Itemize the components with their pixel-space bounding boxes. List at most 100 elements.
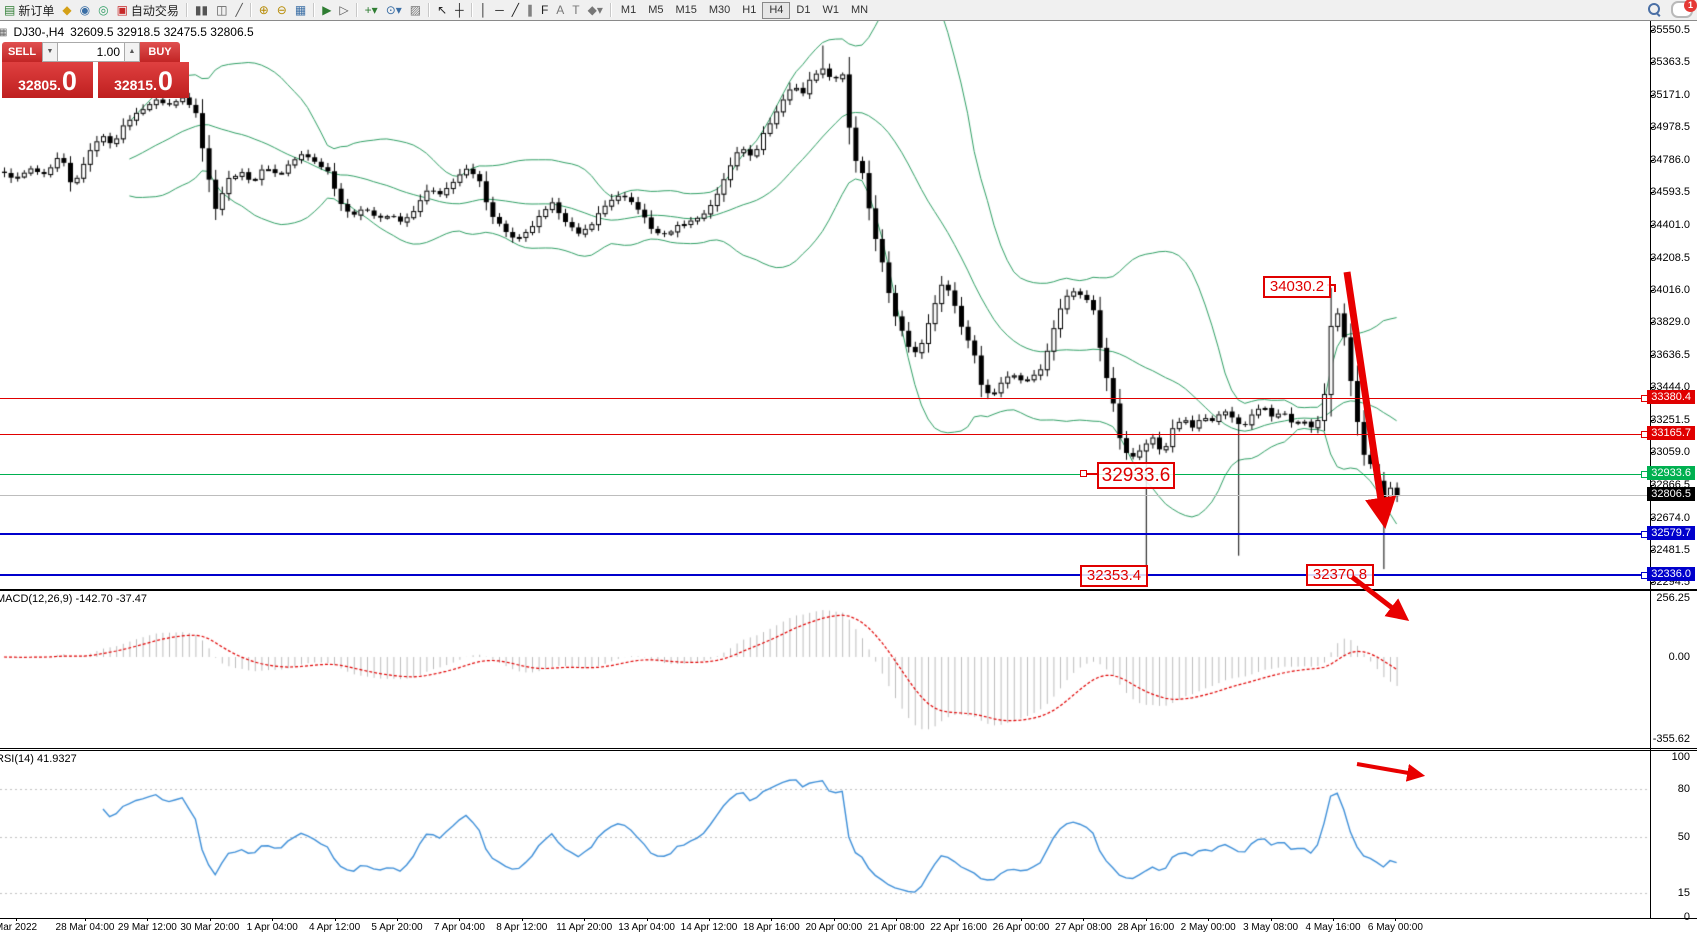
tile-windows-icon[interactable]: ▦ [291,1,310,19]
zoom-out-icon[interactable]: ⊖ [273,1,291,19]
zoom-in-icon[interactable]: ⊕ [255,1,273,19]
price-tick-label: 33829.0 [1650,315,1690,328]
chart-shift-icon-glyph: ▷ [339,3,349,17]
annotation-low-32370[interactable]: 32370.8 [1306,564,1374,586]
price-tick [1650,550,1654,552]
annotation-low-32353[interactable]: 32353.4 [1080,565,1148,587]
timeframe-W1[interactable]: W1 [822,3,839,16]
timeframe-H1[interactable]: H1 [742,3,757,16]
crosshair-icon[interactable]: ┼ [451,1,468,19]
candle-chart-icon[interactable]: ◫ [212,1,231,19]
buy-button[interactable]: BUY [140,42,180,62]
text-icon[interactable]: A [552,1,568,19]
price-tick-label: 35171.0 [1650,88,1690,101]
auto-trading-button[interactable]: ▣ 自动交易 [113,1,183,19]
trendline-icon[interactable]: ╱ [508,1,523,19]
text-icon-glyph: A [556,3,565,17]
search-icon[interactable] [1648,3,1661,17]
indicators-icon[interactable]: +▾ [361,1,382,19]
chart-shift-icon[interactable]: ▷ [335,1,352,19]
cursor-icon[interactable]: ↖ [433,1,451,19]
sell-button[interactable]: SELL [2,42,42,62]
current-price-line[interactable] [0,495,1650,497]
timeframe-M30[interactable]: M30 [708,3,731,16]
channel-icon[interactable]: ∥ [523,1,537,19]
notification-badge: 1 [1684,0,1697,12]
toolbar-right: 1 [1648,0,1697,18]
toolbar-separator [249,3,252,17]
signals-icon[interactable]: ◎ [94,1,112,19]
macd-indicator-area[interactable] [0,591,1650,748]
annotation-connector [1086,473,1097,475]
sell-price[interactable]: 32805. 0 [2,62,93,98]
annotation-high-34030[interactable]: 34030.2 [1263,276,1331,298]
candle-chart-icon-glyph: ◫ [216,3,228,17]
fibonacci-icon[interactable]: F [537,1,552,19]
price-tick-label: 35363.5 [1650,55,1690,68]
symbol-period-label: DJ30-,H4 [13,25,65,39]
rsi-tick-label: 80 [1677,783,1690,795]
time-tick-label: 14 Apr 12:00 [680,922,738,933]
annotation-level-32933[interactable]: 32933.6 [1097,462,1175,489]
timeframe-M5[interactable]: M5 [648,3,664,16]
vertical-line-icon-glyph: │ [479,3,488,17]
macd-rsi-splitter-line [0,750,1697,751]
buy-price[interactable]: 32815. 0 [98,62,189,98]
zoom-out-icon-glyph: ⊖ [276,3,287,17]
time-tick-label: 22 Apr 16:00 [930,922,987,933]
timeframe-M15[interactable]: M15 [675,3,697,16]
auto-scroll-icon[interactable]: ▶ [318,1,335,19]
timeframe-M1[interactable]: M1 [620,3,637,16]
cursor-icon-glyph: ↖ [437,3,448,17]
label-icon[interactable]: T [568,1,583,19]
tile-windows-icon-glyph: ▦ [294,3,307,17]
profile-icon[interactable]: ◉ [76,1,94,19]
macd-rsi-splitter[interactable] [0,748,1697,749]
notifications-icon[interactable]: 1 [1671,0,1697,18]
shapes-icon[interactable]: ◆▾ [584,1,607,19]
horizontal-line-32579.7[interactable] [0,532,1650,535]
time-tick-label: 20 Apr 00:00 [805,922,863,933]
timeframe-H4[interactable]: H4 [762,1,791,19]
price-tick [1650,127,1654,129]
price-tick [1650,582,1654,584]
periods-icon-glyph: ⊙▾ [385,3,402,17]
rsi-indicator-area[interactable] [0,751,1650,918]
time-tick-label: 18 Apr 16:00 [743,922,800,933]
price-tick [1650,485,1654,487]
market-watch-icon-glyph: ◆ [62,3,72,17]
horizontal-line-33380.4[interactable] [0,398,1650,399]
price-chart-area[interactable] [0,20,1650,589]
price-macd-splitter[interactable] [0,589,1697,591]
price-tick [1650,94,1654,96]
rsi-tick-label: 0 [1683,911,1690,923]
price-tick-label: 32674.0 [1650,511,1690,524]
volume-down-button[interactable]: ▼ [42,42,58,62]
price-tick-label: 33636.5 [1650,348,1690,361]
bar-chart-icon[interactable]: ▮▮ [191,1,212,19]
new-order-button[interactable]: ▤ 新订单 [0,1,58,19]
chart-window: ▦ DJ30-,H4 32609.5 32918.5 32475.5 32806… [0,20,1697,937]
templates-icon[interactable]: ▨ [406,1,425,19]
time-tick [521,918,523,921]
new-order-button-label: 新订单 [18,3,55,18]
horizontal-line-icon[interactable]: ─ [491,1,508,19]
time-tick-label: 2 May 00:00 [1180,922,1236,933]
price-tick [1650,192,1654,194]
timeframe-MN[interactable]: MN [850,3,869,16]
horizontal-line-33165.7[interactable] [0,434,1650,436]
time-tick [1333,918,1334,921]
horizontal-line-32336.0[interactable] [0,574,1650,577]
market-watch-icon[interactable]: ◆ [58,1,75,19]
volume-input[interactable] [58,42,124,62]
periods-icon[interactable]: ⊙▾ [382,1,406,19]
vertical-line-icon[interactable]: │ [476,1,492,19]
toolbar-buttons: ▤ 新订单 ◆ ◉ ◎ ▣ 自动交易 ▮▮ ◫ ╱ ⊕ ⊖ ▦ ▶ ▷ +▾ ⊙▾ ▨ ↖ ┼ │ ─ ╱ ∥ F A T ◆▾ M1 M… [0,1,874,19]
line-chart-icon[interactable]: ╱ [231,1,246,19]
horizontal-line-32933.6[interactable] [0,473,1650,475]
timeframe-D1[interactable]: D1 [796,3,811,16]
time-tick [397,918,398,921]
volume-up-button[interactable]: ▲ [124,42,140,62]
